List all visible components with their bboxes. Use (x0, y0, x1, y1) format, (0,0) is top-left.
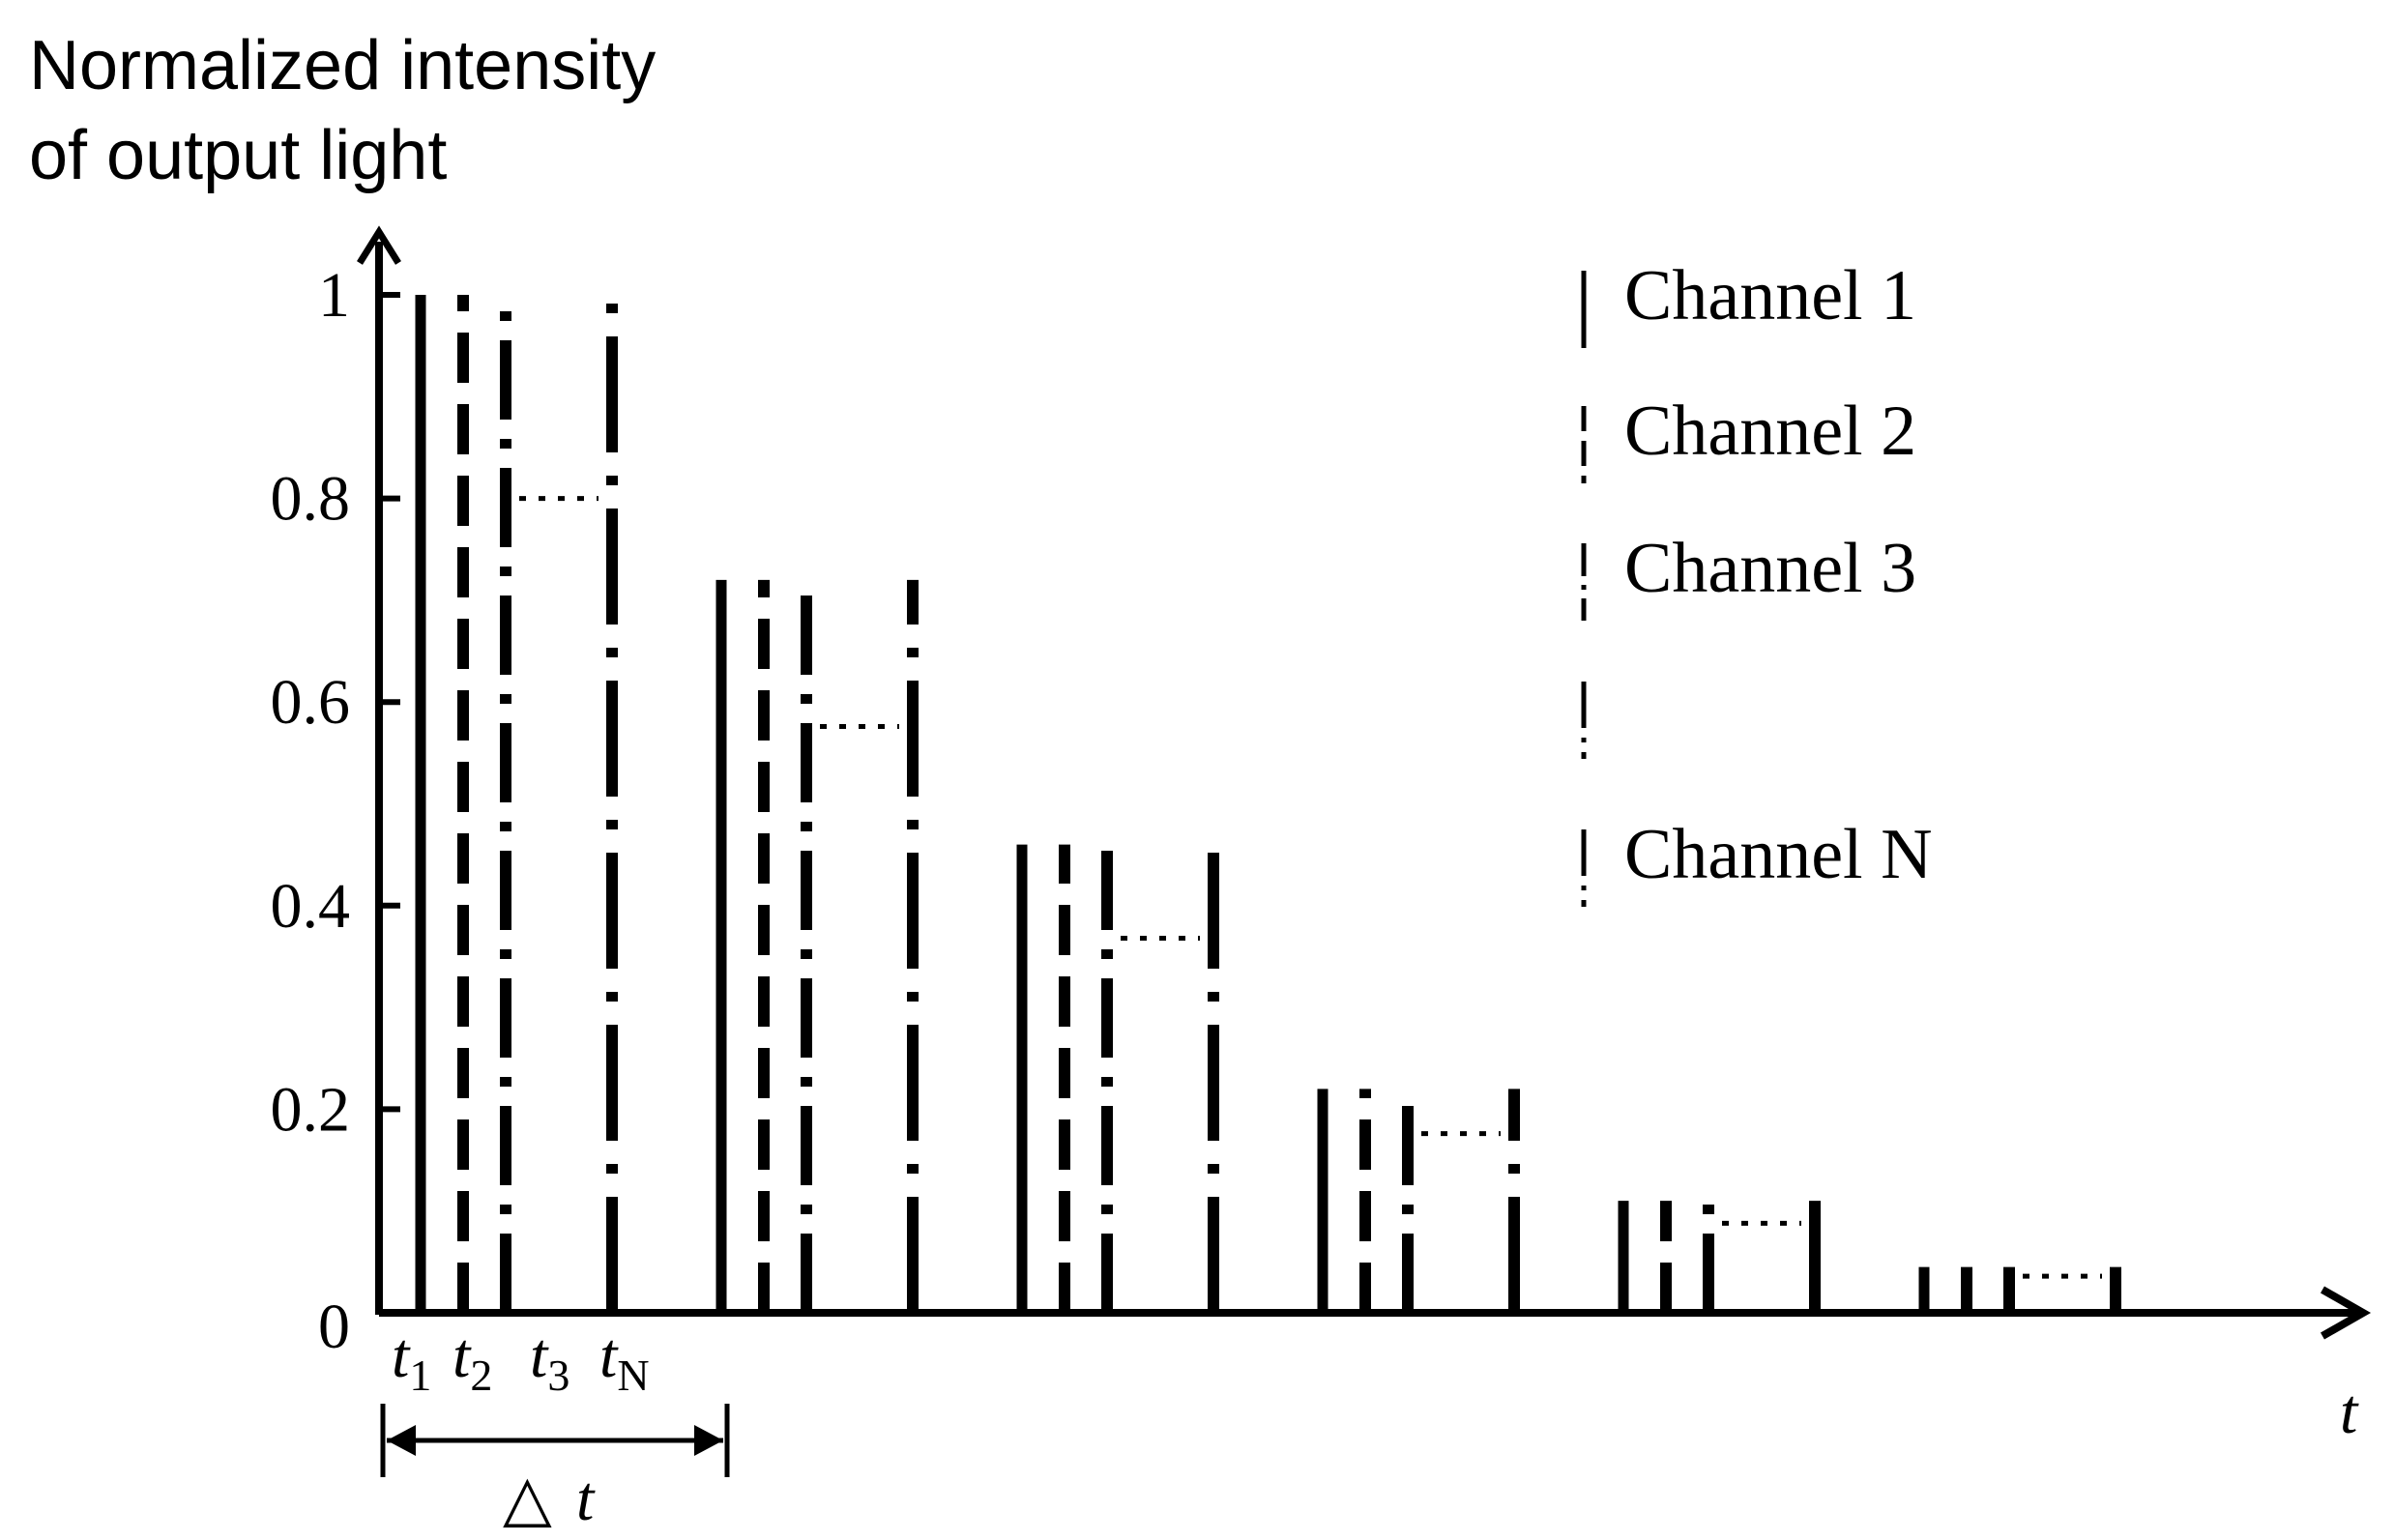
time-label: t2 (453, 1321, 492, 1400)
y-axis-label-line-2: of output light (29, 117, 447, 194)
legend-label: Channel 1 (1624, 256, 1916, 335)
y-tick-label: 0.4 (271, 871, 351, 942)
axes (357, 225, 2372, 1340)
legend-label: Channel 3 (1624, 529, 1916, 608)
y-ticks: 0 0.2 0.4 0.6 0.8 1 (271, 260, 400, 1362)
interval-marker: △ t (380, 1404, 730, 1534)
time-label: t3 (530, 1321, 569, 1400)
y-axis-label-line-1: Normalized intensity (29, 27, 656, 104)
interval-symbol: △ (503, 1464, 552, 1534)
x-axis-label: t (2340, 1377, 2359, 1447)
time-labels: t1 t2 t3 tN (392, 1321, 650, 1400)
y-tick-label: 0.6 (271, 667, 351, 738)
y-tick-label: 0 (318, 1292, 350, 1362)
interval-var: t (576, 1464, 596, 1534)
interval-arrow-right (694, 1425, 723, 1456)
time-label: tN (599, 1321, 650, 1400)
interval-arrow-left (387, 1425, 416, 1456)
y-tick-label: 0.2 (271, 1074, 351, 1145)
x-axis-arrow (2321, 1286, 2372, 1340)
y-axis-arrow (357, 225, 401, 265)
legend-label: Channel 2 (1624, 392, 1916, 471)
y-tick-label: 0.8 (271, 464, 351, 535)
legend: Channel 1 Channel 2 Channel 3 Channel N (1581, 256, 1933, 907)
y-tick-label: 1 (318, 260, 350, 331)
channel-ellipses (519, 496, 2102, 1279)
legend-label: Channel N (1624, 815, 1933, 894)
bars (415, 295, 2121, 1313)
time-label: t1 (392, 1321, 431, 1400)
